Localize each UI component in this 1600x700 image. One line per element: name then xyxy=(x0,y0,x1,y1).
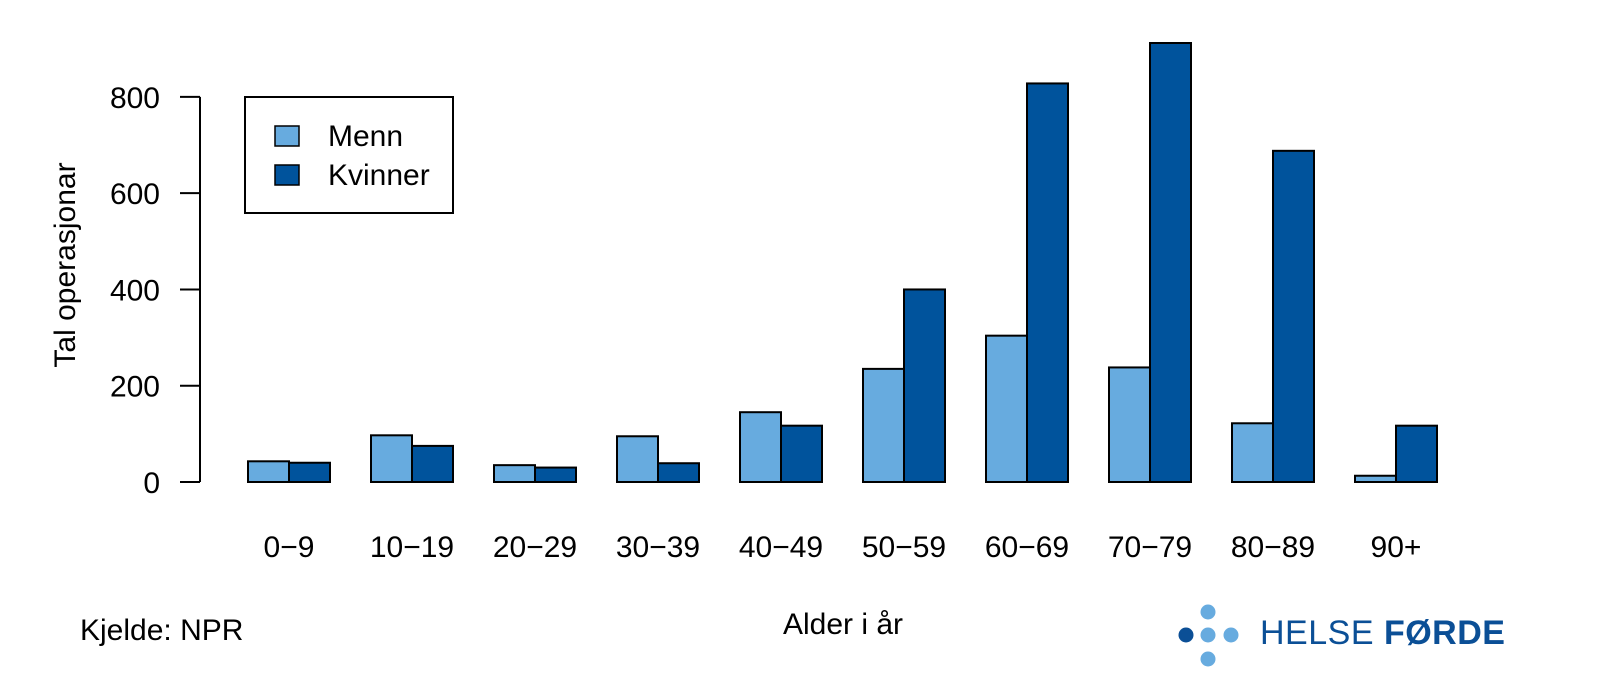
bar-menn-7 xyxy=(1108,366,1151,483)
bar-kvinner-8 xyxy=(1272,149,1315,483)
y-axis: 0 200 400 600 800 xyxy=(110,82,201,500)
bar-menn-1 xyxy=(370,434,413,483)
x-tick-label: 30−39 xyxy=(616,531,700,564)
x-tick-label: 80−89 xyxy=(1231,531,1315,564)
x-tick-label: 10−19 xyxy=(370,531,454,564)
x-tick-labels: 0−9 10−19 20−29 30−39 40−49 50−59 60−69 70−79 80… xyxy=(264,531,1422,564)
x-tick-label: 0−9 xyxy=(264,531,315,564)
bar-menn-5 xyxy=(862,367,905,484)
y-tick-label: 400 xyxy=(110,274,160,307)
bar-kvinner-1 xyxy=(411,444,454,484)
source-note: Kjelde: NPR xyxy=(80,614,244,647)
y-tick-label: 800 xyxy=(110,82,160,115)
bar-kvinner-9 xyxy=(1395,424,1438,483)
bar-menn-4 xyxy=(739,411,782,483)
x-tick-label: 40−49 xyxy=(739,531,823,564)
y-axis-label: Tal operasjonar xyxy=(49,162,82,367)
helse-forde-logo: HELSE FØRDE xyxy=(1178,604,1505,674)
legend-swatch-kvinner xyxy=(274,164,300,186)
bar-kvinner-3 xyxy=(657,462,700,483)
bar-kvinner-0 xyxy=(288,461,331,483)
x-tick-label: 50−59 xyxy=(862,531,946,564)
bar-kvinner-7 xyxy=(1149,42,1192,483)
bar-kvinner-4 xyxy=(780,424,823,483)
bar-kvinner-2 xyxy=(534,466,577,483)
bar-menn-9 xyxy=(1354,474,1397,483)
logo-dots-icon xyxy=(1178,604,1239,667)
bar-menn-8 xyxy=(1231,422,1274,483)
bar-kvinner-6 xyxy=(1026,82,1069,484)
y-tick-label: 200 xyxy=(110,371,160,404)
legend: Menn Kvinner xyxy=(244,96,454,214)
bar-menn-2 xyxy=(493,464,536,483)
x-tick-label: 90+ xyxy=(1371,531,1422,564)
legend-box xyxy=(244,96,454,214)
x-axis-label: Alder i år xyxy=(783,608,903,641)
logo-text: HELSE FØRDE xyxy=(1260,614,1506,652)
legend-label-menn: Menn xyxy=(328,120,403,153)
bar-menn-6 xyxy=(985,334,1028,483)
bar-menn-3 xyxy=(616,435,659,484)
bars xyxy=(247,42,1438,484)
x-tick-label: 20−29 xyxy=(493,531,577,564)
legend-swatch-menn xyxy=(274,125,300,147)
x-tick-label: 70−79 xyxy=(1108,531,1192,564)
bar-menn-0 xyxy=(247,460,290,484)
y-tick-label: 0 xyxy=(143,467,160,500)
x-tick-label: 60−69 xyxy=(985,531,1069,564)
bar-kvinner-5 xyxy=(903,288,946,483)
y-tick-label: 600 xyxy=(110,178,160,211)
legend-label-kvinner: Kvinner xyxy=(328,159,430,192)
